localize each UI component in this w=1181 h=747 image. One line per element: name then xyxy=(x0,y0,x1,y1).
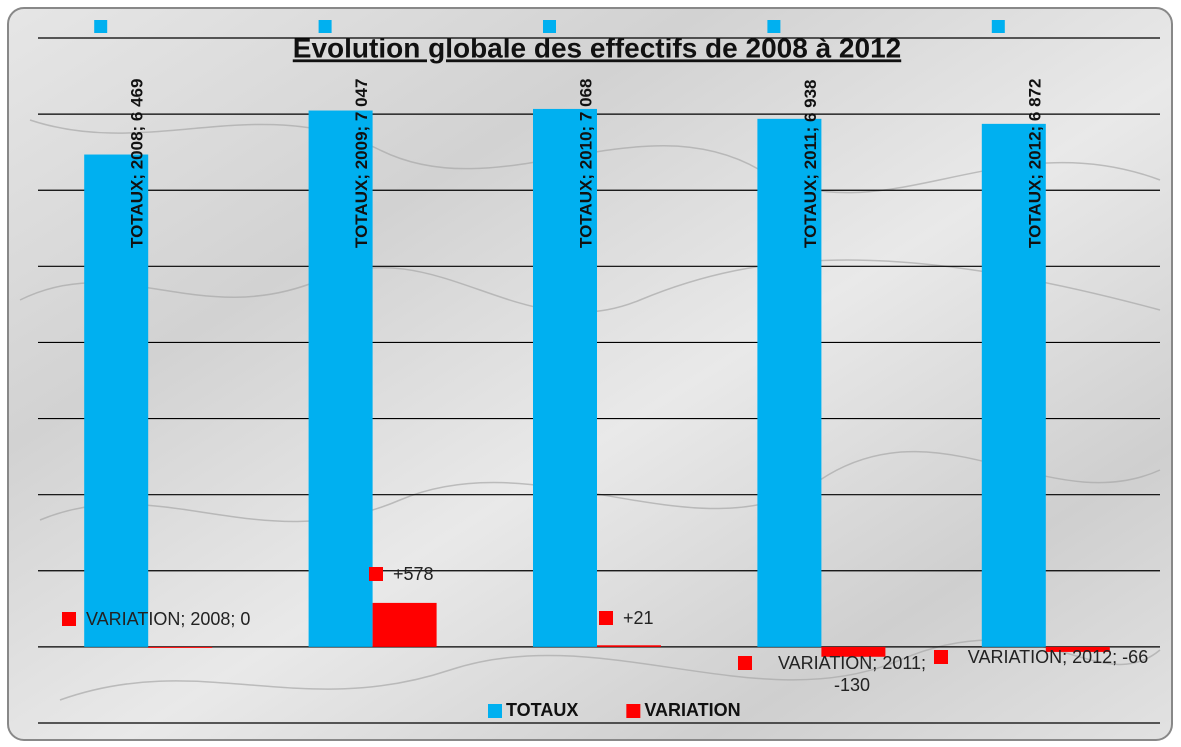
label-marker xyxy=(543,20,556,33)
label-marker xyxy=(767,20,781,33)
legend-swatch xyxy=(626,704,641,718)
bar xyxy=(981,123,1046,647)
bar xyxy=(597,645,661,647)
data-label: TOTAUX; 2010; 7 068 xyxy=(576,79,595,248)
bar xyxy=(84,154,149,647)
bar xyxy=(757,118,822,647)
data-label: +21 xyxy=(623,608,654,628)
data-label: TOTAUX; 2011; 6 938 xyxy=(801,79,820,248)
data-label: TOTAUX; 2012; 6 872 xyxy=(1025,79,1044,248)
chart-title: Evolution globale des effectifs de 2008 … xyxy=(293,32,901,63)
data-label: VARIATION; 2012; -66 xyxy=(967,647,1149,667)
legend-label: VARIATION xyxy=(644,700,740,720)
label-marker xyxy=(94,20,108,33)
label-marker xyxy=(62,612,76,626)
label-marker xyxy=(738,656,752,670)
data-label: VARIATION; 2008; 0 xyxy=(86,609,251,629)
label-marker xyxy=(318,20,332,33)
label-marker xyxy=(599,611,613,625)
bar xyxy=(148,646,213,648)
bar xyxy=(821,646,886,657)
bar xyxy=(308,110,373,647)
data-label: VARIATION; 2011; -130 xyxy=(777,653,927,695)
label-marker xyxy=(934,650,948,664)
legend-swatch xyxy=(488,704,502,718)
data-label: TOTAUX; 2008; 6 469 xyxy=(128,79,147,248)
data-label: +578 xyxy=(393,564,434,584)
data-label: TOTAUX; 2009; 7 047 xyxy=(352,79,371,248)
bar xyxy=(1045,646,1110,652)
bar xyxy=(372,602,437,647)
label-marker xyxy=(369,567,383,581)
bar xyxy=(533,108,597,647)
label-marker xyxy=(991,20,1005,33)
legend-label: TOTAUX xyxy=(506,700,578,720)
